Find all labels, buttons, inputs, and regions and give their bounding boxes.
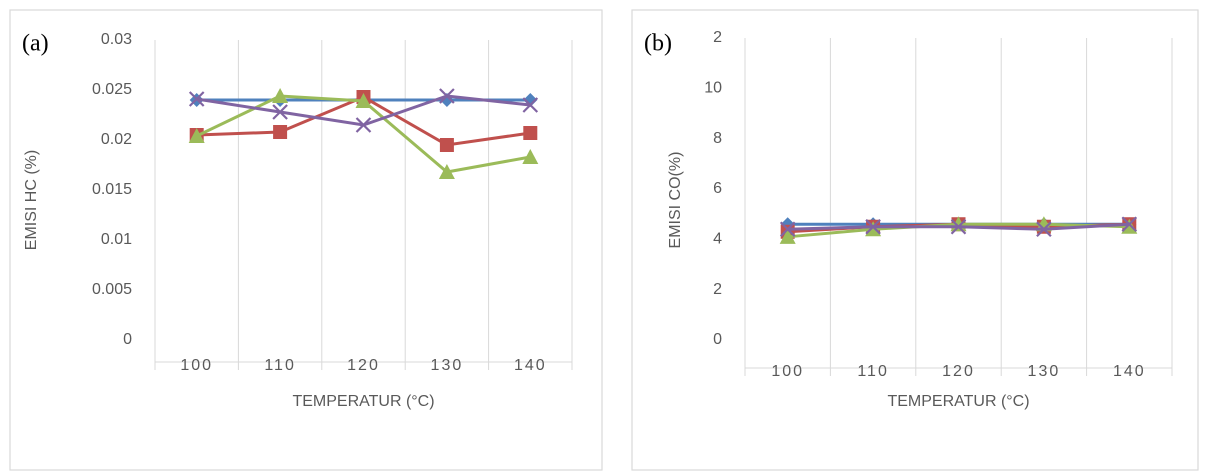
x-tick-label: 130 xyxy=(431,357,464,374)
y-tick-label: 4 xyxy=(713,231,722,248)
marker xyxy=(522,149,539,164)
y-tick-label: 0.015 xyxy=(92,181,132,198)
marker xyxy=(273,125,288,139)
y-tick-label: 0 xyxy=(713,331,722,348)
marker xyxy=(438,164,455,179)
y-tick-label: 2 xyxy=(713,29,722,46)
y-axis-title: EMISI HC (%) xyxy=(23,150,40,250)
panel xyxy=(9,9,603,471)
marker xyxy=(355,117,372,133)
marker xyxy=(522,97,539,113)
marker xyxy=(439,138,454,152)
y-tick-label: 8 xyxy=(713,130,722,147)
marker xyxy=(865,218,881,235)
marker xyxy=(188,128,205,143)
marker xyxy=(439,88,455,104)
y-tick-label: 6 xyxy=(713,180,722,197)
x-tick-label: 110 xyxy=(264,357,296,374)
x-tick-label: 100 xyxy=(771,363,804,380)
marker xyxy=(272,104,288,120)
panel-label: (a) xyxy=(22,31,49,57)
y-tick-label: 0 xyxy=(123,331,132,348)
x-tick-label: 120 xyxy=(942,363,975,380)
x-tick-label: 130 xyxy=(1028,363,1061,380)
x-axis-title: TEMPERATUR (°C) xyxy=(887,393,1029,410)
y-tick-label: 2 xyxy=(713,281,722,298)
marker xyxy=(865,221,882,237)
y-tick-label: 0.005 xyxy=(92,281,132,298)
x-tick-label: 100 xyxy=(180,357,213,374)
marker xyxy=(272,88,289,103)
y-tick-label: 10 xyxy=(704,80,722,97)
y-tick-label: 0.03 xyxy=(101,31,132,48)
x-tick-label: 110 xyxy=(857,363,889,380)
marker xyxy=(950,218,967,235)
marker xyxy=(1121,218,1138,234)
marker xyxy=(355,93,372,108)
marker xyxy=(1121,216,1138,233)
marker xyxy=(779,228,796,244)
x-tick-label: 140 xyxy=(514,357,547,374)
y-tick-label: 0.01 xyxy=(101,231,132,248)
y-tick-label: 0.025 xyxy=(92,81,132,98)
y-tick-label: 0.02 xyxy=(101,131,132,148)
marker xyxy=(188,91,205,107)
x-axis-title: TEMPERATUR (°C) xyxy=(292,393,434,410)
x-tick-label: 120 xyxy=(347,357,380,374)
panel-label: (b) xyxy=(644,31,672,57)
marker xyxy=(523,126,538,140)
x-tick-label: 140 xyxy=(1113,363,1146,380)
marker xyxy=(779,221,796,238)
y-axis-title: EMISI CO(%) xyxy=(667,152,684,249)
marker xyxy=(1035,216,1052,232)
marker xyxy=(1036,221,1052,238)
panel xyxy=(631,9,1199,471)
